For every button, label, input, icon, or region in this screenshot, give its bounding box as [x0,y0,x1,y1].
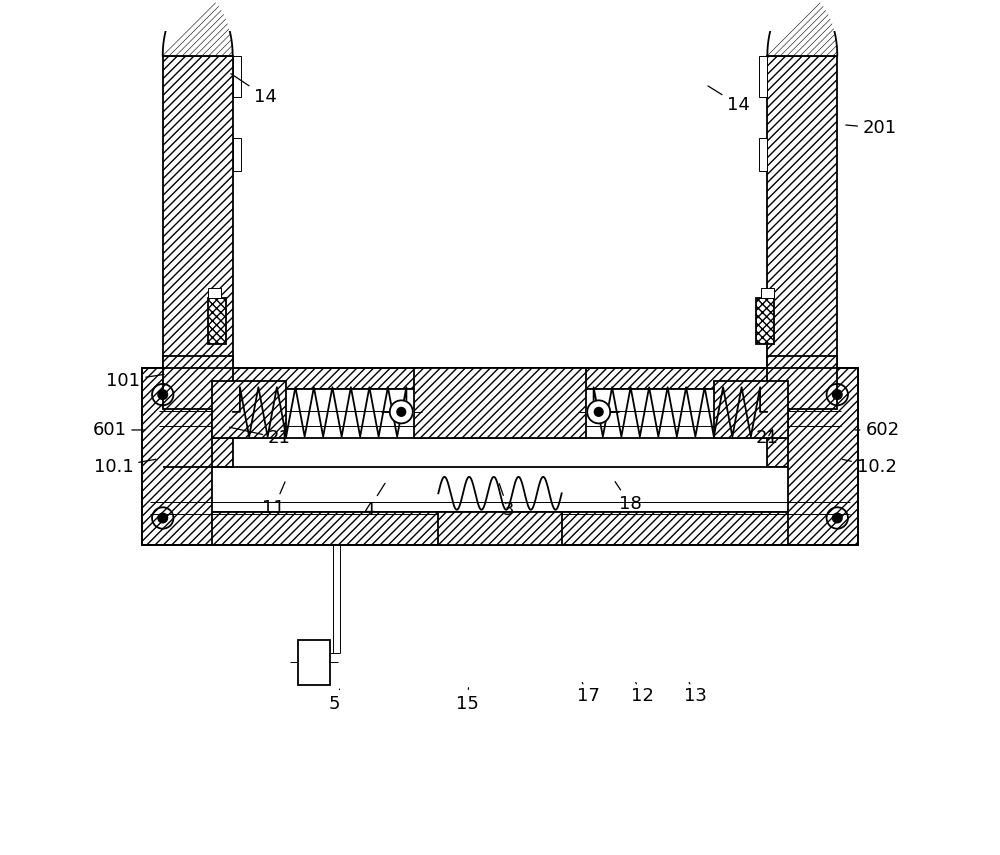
Circle shape [594,408,603,416]
Circle shape [587,400,610,423]
Bar [212,380,286,439]
Bar [233,138,241,171]
Text: 17: 17 [577,682,600,705]
Text: 13: 13 [684,682,707,705]
Text: 14: 14 [231,74,277,106]
Circle shape [832,390,842,399]
Text: 10.1: 10.1 [94,458,156,476]
Text: 11: 11 [262,482,285,517]
Text: 12: 12 [631,682,654,705]
Bar [759,56,767,97]
Bar [142,512,858,545]
Text: 3: 3 [499,484,514,519]
Bar [756,298,774,344]
Text: 101: 101 [106,372,164,390]
Bar [142,467,858,512]
Text: 601: 601 [92,421,145,439]
Bar [438,512,562,545]
Bar [414,369,586,439]
Circle shape [158,390,168,399]
Circle shape [397,408,406,416]
Bar [163,356,233,410]
Bar [142,389,858,439]
Polygon shape [767,0,837,56]
Bar [714,380,788,439]
Bar [233,56,241,97]
Text: 21: 21 [230,428,291,447]
Bar [208,298,226,344]
Bar [759,138,767,171]
Text: 4: 4 [363,483,385,519]
Text: 201: 201 [846,119,897,137]
Bar [163,56,233,467]
Text: 10.2: 10.2 [842,458,897,476]
Text: 15: 15 [456,687,479,713]
Text: 18: 18 [615,481,641,513]
Bar [767,56,837,467]
Text: 21: 21 [756,429,779,447]
Bar [761,288,774,298]
Text: 5: 5 [328,689,340,713]
Bar [298,640,330,685]
Text: 14: 14 [708,86,750,114]
Bar [767,356,837,410]
Bar [208,288,221,298]
Circle shape [390,400,413,423]
Text: 602: 602 [855,421,900,439]
Bar [142,369,858,389]
Circle shape [832,513,842,522]
Circle shape [158,513,168,522]
Bar [788,369,858,545]
Polygon shape [163,0,233,56]
Bar [142,369,212,545]
